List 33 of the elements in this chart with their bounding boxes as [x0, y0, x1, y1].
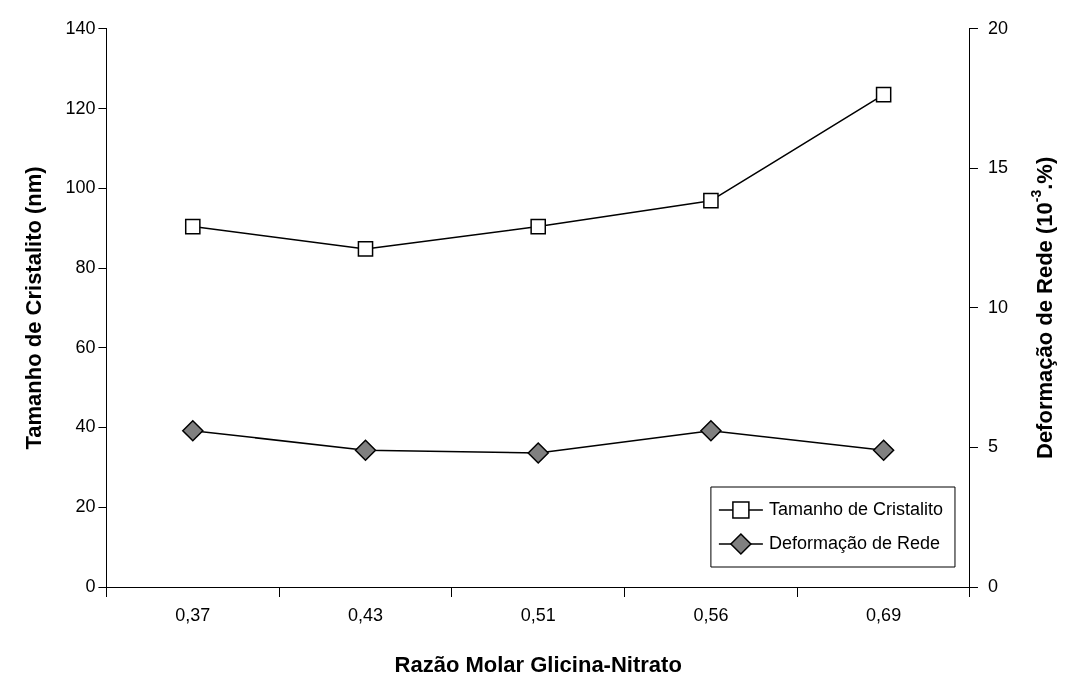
x-tick-label: 0,43 [347, 604, 384, 625]
y-tick-label: 100 [65, 177, 96, 198]
point [700, 419, 722, 442]
point [357, 241, 374, 257]
y-tick-label: 40 [75, 416, 96, 437]
y-tick-label: 140 [65, 17, 96, 38]
point [703, 192, 719, 209]
y2-tick-label: 20 [987, 17, 1009, 38]
y2-tick-label: 15 [987, 157, 1009, 178]
y2-tick-label: 0 [987, 575, 998, 596]
x-tick-label: 0,56 [693, 604, 729, 625]
y-tick-label: 0 [85, 575, 96, 596]
y-tick-label: 80 [75, 257, 96, 277]
point [354, 439, 377, 461]
x-tick-label: 0,37 [175, 604, 211, 625]
y-axis-title: Tamanho de Cristalito (nm) [21, 166, 47, 450]
x-tick-label: 0,51 [520, 604, 556, 625]
point [872, 439, 895, 461]
point [527, 442, 549, 464]
legend-label: Deformação de Rede [768, 532, 940, 553]
y2-tick-label: 10 [987, 296, 1009, 317]
x-axis-title: Razão Molar Glicina-Nitrato [394, 651, 682, 677]
y2-tick-label: 5 [987, 436, 998, 457]
legend-label: Tamanho de Cristalito [768, 498, 943, 519]
x-tick-label: 0,69 [866, 604, 902, 625]
y-tick-label: 120 [65, 97, 96, 118]
y-tick-label: 20 [75, 496, 96, 517]
y2-axis-title: Deformação de Rede (10-3.%) [1027, 156, 1058, 459]
point [182, 419, 204, 442]
point [530, 218, 547, 235]
point [875, 86, 892, 103]
y-tick-label: 60 [75, 336, 96, 357]
point [184, 218, 201, 235]
